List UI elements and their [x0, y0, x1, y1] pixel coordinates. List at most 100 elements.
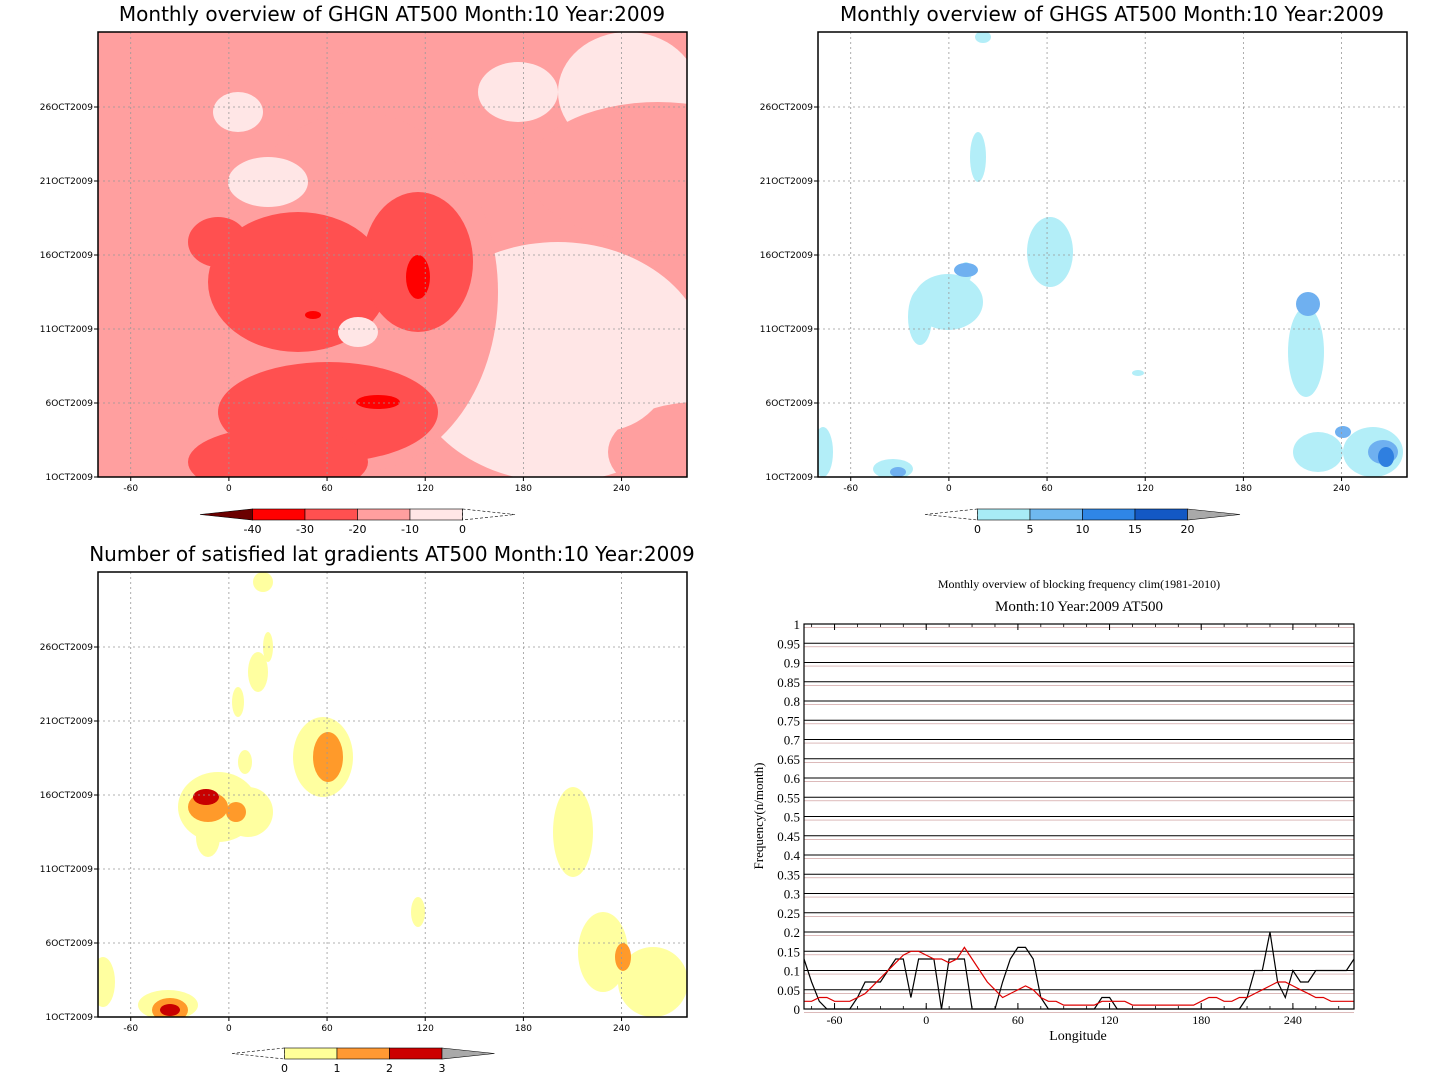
field-contour: [208, 212, 388, 352]
x-tick-label: -60: [123, 484, 138, 494]
x-tick-label: 0: [226, 1024, 232, 1034]
colorbar-extension: [231, 1047, 285, 1060]
y-tick-label: 0.15: [777, 944, 800, 959]
field-contour: [528, 102, 687, 242]
colorbar-label: 10: [1076, 523, 1090, 536]
field-contour: [232, 687, 244, 717]
y-tick-label: 1: [794, 617, 801, 632]
x-tick-label: 180: [1235, 484, 1252, 494]
plot-frame: [97, 31, 688, 478]
x-tick-label: 60: [1012, 1013, 1024, 1027]
field-contour: [970, 132, 986, 182]
field-contour: [1378, 447, 1394, 467]
y-tick-label: 0.75: [777, 713, 800, 728]
field-contour: [305, 311, 321, 319]
field-contour: [196, 817, 220, 857]
x-tick-label: 240: [1333, 484, 1350, 494]
y-tick-label: 11OCT2009: [40, 325, 93, 335]
panel-4-subtitle: Month:10 Year:2009 AT500: [995, 599, 1163, 615]
panel-background: [818, 32, 1407, 477]
colorbar-extension: [199, 508, 253, 521]
field-contour: [478, 62, 558, 122]
field-contour: [188, 427, 368, 477]
y-tick-label: 6OCT2009: [766, 399, 814, 409]
field-contour: [1296, 292, 1320, 316]
colorbar-label: 0: [459, 523, 466, 536]
y-tick-label: 16OCT2009: [40, 251, 93, 261]
field-contour: [1293, 432, 1343, 472]
y-tick-label: 26OCT2009: [40, 103, 93, 113]
field-contour: [213, 92, 263, 132]
y-tick-label: 1OCT2009: [46, 473, 94, 483]
panel-3: -60 0 60 120 180 2401OCT20096OCT200911OCT2009…: [40, 571, 688, 1075]
y-tick-label: 0.4: [784, 848, 801, 863]
x-tick-label: 180: [515, 484, 532, 494]
x-tick-label: 120: [417, 484, 434, 494]
colorbar-segment: [336, 1047, 390, 1060]
y-tick-label: 0.6: [784, 771, 801, 786]
field-contour: [615, 943, 631, 971]
colorbar-label: 5: [1027, 523, 1034, 536]
x-tick-label: 240: [613, 484, 630, 494]
field-contour: [1288, 307, 1324, 397]
panel-1-title: Monthly overview of GHGN AT500 Month:10 …: [119, 2, 665, 26]
field-contour: [578, 912, 628, 992]
colorbar-label: 3: [439, 1062, 446, 1075]
y-tick-label: 26OCT2009: [40, 643, 93, 653]
y-tick-label: 0.55: [777, 790, 800, 805]
colorbar-extension: [1187, 508, 1241, 521]
field-contour: [223, 787, 273, 837]
field-contour: [238, 750, 252, 774]
colorbar-segment: [1029, 508, 1083, 521]
y-tick-label: 16OCT2009: [40, 791, 93, 801]
field-contour: [818, 427, 833, 477]
x-tick-label: 0: [226, 484, 232, 494]
y-tick-label: 0.25: [777, 906, 800, 921]
series-line-2: [804, 946, 1354, 1006]
colorbar-label: 1: [334, 1062, 341, 1075]
y-tick-label: 21OCT2009: [40, 177, 93, 187]
field-contour: [733, 222, 783, 302]
panel-1: -60 0 60 120 180 240 1OCT2009 6OCT2009 11OCT2009…: [40, 31, 783, 536]
x-tick-label: 180: [1192, 1013, 1210, 1027]
field-contour: [908, 289, 932, 345]
colorbar-label: 20: [1181, 523, 1195, 536]
colorbar-label: -30: [296, 523, 314, 536]
colorbar-segment: [1134, 508, 1188, 521]
y-tick-label: 1OCT2009: [766, 473, 814, 483]
field-contour: [553, 787, 593, 877]
colorbar-label: 2: [386, 1062, 393, 1075]
x-tick-label: 60: [1041, 484, 1053, 494]
field-contour: [618, 947, 687, 1017]
x-tick-label: 120: [417, 1024, 434, 1034]
colorbar-label: -40: [244, 523, 262, 536]
y-tick-label: 26OCT2009: [760, 103, 813, 113]
field-contour: [160, 1004, 180, 1016]
field-contour: [1027, 217, 1073, 287]
y-tick-label: 0.7: [784, 733, 801, 748]
field-contour: [890, 467, 906, 477]
y-tick-label: 6OCT2009: [46, 399, 94, 409]
y-tick-label: 0.85: [777, 675, 800, 690]
field-contour: [226, 802, 246, 822]
field-contour: [975, 32, 991, 43]
plot-frame: [97, 571, 688, 1018]
field-contour: [1335, 426, 1351, 438]
colorbar-extension: [441, 1047, 495, 1060]
field-contour: [528, 312, 668, 432]
y-tick-label: 1OCT2009: [46, 1013, 94, 1023]
x-tick-label: 180: [515, 1024, 532, 1034]
x-tick-label: 120: [1101, 1013, 1119, 1027]
panel-4: 0 0.05 0.1 0.15 0.2 0.25 0.3 0.35 0.4 0.45 0.5 0.55…: [777, 617, 1355, 1027]
field-contour: [411, 897, 425, 927]
y-tick-label: 0.95: [777, 636, 800, 651]
x-tick-label: -60: [843, 484, 858, 494]
y-tick-label: 21OCT2009: [40, 717, 93, 727]
panel-4-title: Monthly overview of blocking frequency c…: [938, 577, 1220, 591]
panel-4-ylabel: Frequency(n/month): [751, 763, 766, 870]
colorbar-segment: [304, 508, 358, 521]
panel-4-xlabel: Longitude: [1049, 1029, 1107, 1044]
colorbar-segment: [1082, 508, 1136, 521]
panel-3-field: [98, 572, 687, 1017]
